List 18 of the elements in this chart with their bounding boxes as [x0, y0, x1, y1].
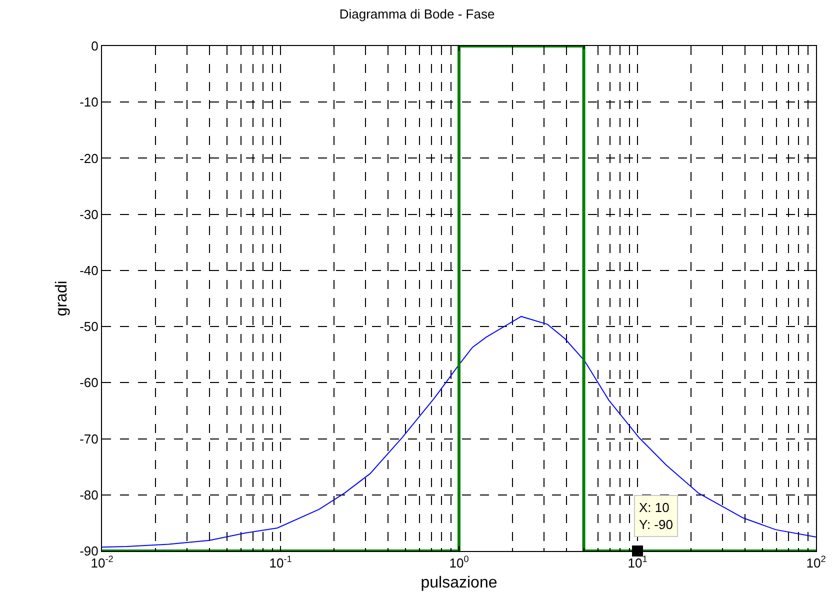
y-tick-label: -30 — [80, 206, 98, 222]
x-tick-label: 10$^{0}$ — [449, 554, 469, 571]
y-tick-label: -60 — [80, 375, 98, 390]
y-axis-title: gradi — [54, 280, 71, 316]
annotation: X: 10 Y: -90 — [639, 500, 673, 532]
x-tick-label: 10$^{1}$ — [628, 554, 648, 571]
y-tick-label: -80 — [80, 487, 98, 502]
x-axis-title: pulsazione — [420, 574, 498, 592]
x-tick-label: 10$^{2}$ — [806, 554, 826, 571]
y-tick-label: -20 — [80, 150, 98, 166]
y-tick-label: -50 — [80, 319, 98, 334]
y-tick-label: 0 — [91, 38, 98, 54]
y-tick-label: -10 — [80, 94, 98, 110]
x-tick-label: 10$^{-1}$ — [269, 554, 292, 571]
y-tick-label: -40 — [80, 262, 98, 278]
y-tick-label: -90 — [80, 544, 98, 559]
y-tick-label: -70 — [80, 431, 98, 446]
chart-title: Diagramma di Bode - Fase — [339, 6, 495, 22]
